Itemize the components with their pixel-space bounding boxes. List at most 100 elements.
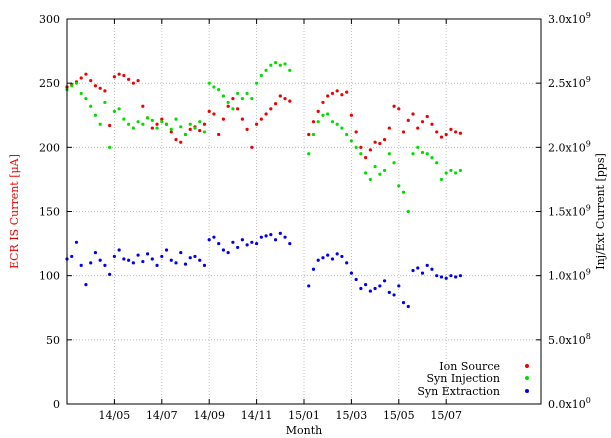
- syn-extraction-point: [108, 272, 112, 276]
- syn-extraction-point: [245, 243, 249, 247]
- syn-extraction-point: [160, 254, 164, 259]
- syn-extraction-point: [202, 263, 207, 267]
- syn-injection-point: [188, 122, 192, 126]
- ion-source-point: [444, 132, 448, 137]
- ion-source-point: [89, 79, 93, 83]
- ion-source-point: [321, 100, 325, 105]
- x-tick-label: 15/07: [430, 409, 462, 422]
- syn-injection-point: [311, 132, 316, 137]
- syn-injection-point: [84, 96, 88, 101]
- y-right-tick-times: x10: [566, 334, 586, 347]
- ion-source-point: [141, 104, 145, 108]
- syn-injection-point: [444, 171, 448, 175]
- ion-source-point: [326, 94, 330, 98]
- syn-extraction-point: [387, 290, 391, 294]
- ion-source-point: [416, 126, 420, 130]
- syn-extraction-point: [444, 276, 448, 280]
- y-right-tick-mantissa: 3.0: [548, 13, 566, 26]
- x-tick-label: 14/09: [193, 409, 225, 422]
- syn-extraction-point: [164, 248, 169, 252]
- ion-source-point: [93, 84, 98, 88]
- y-left-tick-label: 100: [39, 270, 60, 283]
- y-right-tick-label: 3.0x109: [548, 11, 591, 26]
- syn-extraction-point: [373, 286, 377, 291]
- syn-injection-point: [458, 168, 463, 173]
- x-tick-label: 15/01: [288, 409, 320, 422]
- ion-source-point: [273, 102, 278, 106]
- ion-source-point: [98, 86, 102, 90]
- syn-extraction-point: [231, 240, 235, 244]
- data-points: [65, 61, 463, 309]
- syn-injection-point: [392, 161, 396, 165]
- y-right-tick-exponent: 9: [586, 75, 591, 84]
- syn-injection-point: [131, 126, 135, 130]
- syn-injection-point: [226, 100, 230, 105]
- ion-source-point: [316, 109, 320, 113]
- syn-extraction-point: [354, 277, 358, 282]
- syn-extraction-point: [250, 240, 254, 244]
- ion-source-point: [127, 77, 131, 81]
- syn-extraction-point: [127, 258, 131, 262]
- syn-extraction-point: [174, 261, 178, 265]
- syn-injection-point: [278, 63, 282, 67]
- syn-extraction-point: [340, 254, 344, 259]
- syn-injection-point: [382, 168, 387, 173]
- x-tick-label: 14/11: [241, 409, 273, 422]
- ion-source-point: [231, 96, 235, 101]
- syn-extraction-point: [255, 241, 259, 246]
- y-right-tick-mantissa: 1.0: [548, 270, 566, 283]
- syn-injection-point: [74, 81, 79, 85]
- syn-injection-point: [183, 132, 188, 137]
- y-right-tick-exponent: 9: [586, 204, 591, 213]
- syn-extraction-point: [198, 258, 202, 262]
- syn-injection-point: [169, 127, 173, 131]
- ion-source-point: [217, 132, 221, 137]
- syn-injection-point: [340, 126, 344, 130]
- syn-injection-point: [255, 81, 259, 85]
- ion-source-point: [430, 122, 434, 126]
- y-right-tick-labels: 0.0x1005.0x1081.0x1091.5x1092.0x1092.5x1…: [548, 11, 591, 411]
- syn-injection-point: [70, 84, 74, 88]
- ion-source-point: [255, 122, 259, 126]
- y-right-tick-times: x10: [566, 270, 586, 283]
- syn-extraction-point: [307, 284, 311, 288]
- ion-source-point: [198, 129, 202, 133]
- x-tick-labels: 14/05 14/07 14/09 14/11 15/01 15/03 15/05 15/07: [99, 409, 463, 422]
- syn-extraction-point: [288, 241, 292, 246]
- ion-source-point: [259, 117, 263, 121]
- ion-source-point: [397, 107, 401, 111]
- syn-injection-point: [179, 125, 183, 129]
- ion-source-point: [392, 104, 396, 108]
- syn-injection-point: [316, 120, 320, 124]
- syn-injection-point: [117, 107, 121, 111]
- ion-source-point: [359, 145, 363, 149]
- syn-extraction-point: [183, 262, 188, 266]
- ion-source-point: [236, 107, 240, 111]
- y-left-tick-label: 150: [39, 206, 60, 219]
- syn-injection-point: [397, 184, 401, 188]
- syn-injection-point: [273, 61, 278, 65]
- y-right-tick-exponent: 9: [586, 139, 591, 148]
- syn-extraction-point: [188, 256, 192, 260]
- syn-extraction-point: [221, 248, 226, 252]
- syn-extraction-point: [349, 271, 353, 275]
- y-right-tick-mantissa: 5.0: [548, 334, 566, 347]
- ion-source-point: [221, 117, 226, 121]
- syn-injection-point: [160, 120, 164, 124]
- syn-injection-point: [193, 126, 197, 130]
- syn-extraction-point: [79, 263, 83, 267]
- syn-injection-point: [454, 171, 458, 175]
- ion-source-point: [160, 117, 164, 121]
- syn-extraction-point: [359, 286, 363, 291]
- ion-source-point: [108, 123, 112, 128]
- legend: Ion Source Syn Injection Syn Extraction: [417, 360, 529, 398]
- y-left-tick-label: 0: [53, 398, 60, 411]
- ion-source-point: [425, 114, 429, 119]
- syn-extraction-point: [112, 254, 116, 259]
- syn-extraction-point: [179, 250, 183, 255]
- syn-extraction-point: [212, 235, 216, 239]
- syn-injection-point: [79, 91, 83, 96]
- axis-ticks: [67, 18, 541, 405]
- syn-injection-point: [231, 107, 235, 111]
- y-right-tick-label: 5.0x108: [548, 332, 591, 347]
